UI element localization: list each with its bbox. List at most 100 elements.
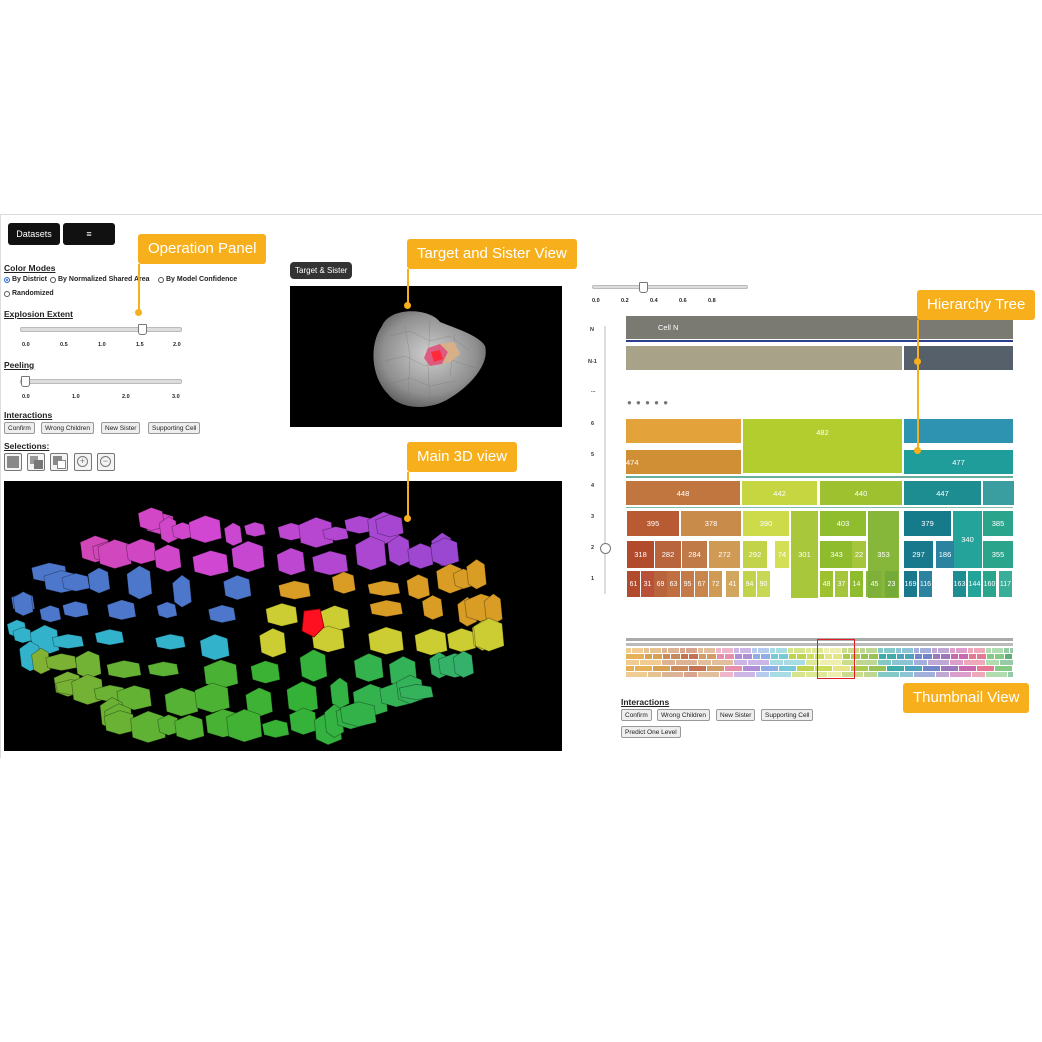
tree-node-379[interactable]: 379 [904,511,951,536]
tree-node-61[interactable]: 61 [627,571,640,597]
tree-node-n-1-right[interactable] [904,346,1013,370]
tree-node-95[interactable]: 95 [681,571,694,597]
tree-node-340[interactable]: 340 [953,511,982,568]
tree-node[interactable] [904,419,1013,443]
tree-node-474[interactable]: 474 [626,450,741,474]
tree-divider [626,476,1013,478]
explosion-slider[interactable] [20,327,182,332]
tree-node-67[interactable]: 67 [695,571,708,597]
tree-node-74[interactable]: 74 [775,541,789,568]
tree-node-cell-n[interactable]: Cell N [626,316,1013,339]
tree-node-72[interactable]: 72 [709,571,722,597]
tree-node-14[interactable]: 14 [850,571,863,597]
callout-thumbnail: Thumbnail View [903,683,1030,713]
tree-node-23[interactable]: 23 [885,571,898,597]
radio-randomized[interactable]: Randomized [4,290,54,297]
tree-node-94[interactable]: 94 [743,571,756,597]
zoom-out-icon[interactable]: − [97,453,115,471]
zoom-in-icon[interactable]: + [74,453,92,471]
peeling-slider-thumb[interactable] [21,376,30,387]
level-slider-thumb[interactable] [600,543,611,554]
tree-node-318[interactable]: 318 [627,541,654,568]
tree-node-144[interactable]: 144 [968,571,981,597]
tree-node-116[interactable]: 116 [919,571,932,597]
select-subtract-icon[interactable] [50,453,68,471]
level-label-1: 1 [591,576,595,582]
tree-node-169[interactable]: 169 [904,571,917,597]
tree-top-slider-thumb[interactable] [639,282,648,293]
tree-node-186[interactable]: 186 [936,541,954,568]
tree-node-440[interactable]: 440 [820,481,902,505]
tree-node-482[interactable]: 482 [743,419,902,473]
tree-node-69[interactable]: 69 [654,571,667,597]
tree-node-160[interactable]: 160 [983,571,996,597]
tick-label: 0.0 [22,394,30,400]
tree-node-385[interactable]: 385 [983,511,1013,536]
tree-node-22[interactable]: 22 [852,541,866,568]
tree-node-282[interactable]: 282 [655,541,681,568]
tree-node-297[interactable]: 297 [904,541,933,568]
tree-node-442[interactable]: 442 [742,481,817,505]
select-box-icon[interactable] [4,453,22,471]
tree-node-31[interactable]: 31 [641,571,654,597]
tree-node-395[interactable]: 395 [627,511,679,536]
tree-node-378[interactable]: 378 [681,511,741,536]
tree-confirm-button[interactable]: Confirm [621,709,652,721]
new-sister-button[interactable]: New Sister [101,422,141,434]
radio-by-model-confidence[interactable]: By Model Confidence [158,276,237,283]
radio-dot[interactable] [158,276,164,283]
tree-node-37[interactable]: 37 [835,571,848,597]
radio-by-district[interactable]: By District [4,276,47,283]
tree-node-90[interactable]: 90 [757,571,770,597]
tree-node-48[interactable]: 48 [820,571,833,597]
tree-node-390[interactable]: 390 [743,511,789,536]
tree-node[interactable] [626,419,741,443]
tree-node-41[interactable]: 41 [726,571,739,597]
confirm-button[interactable]: Confirm [4,422,35,434]
tree-node-163[interactable]: 163 [953,571,966,597]
target-sister-render [373,311,486,407]
select-add-icon[interactable] [27,453,45,471]
radio-dot[interactable] [4,276,10,283]
tree-node-301[interactable]: 301 [791,511,818,598]
tree-node-45[interactable]: 45 [868,571,881,597]
target-sister-tab[interactable]: Target & Sister [290,262,353,279]
tick-label: 2.0 [122,394,130,400]
tree-top-slider[interactable] [592,285,748,289]
main-3d-render [6,507,505,746]
peeling-slider[interactable] [20,379,182,384]
tick-label: 0.4 [650,298,658,304]
tree-node-447[interactable]: 447 [904,481,981,505]
tree-node[interactable] [983,481,1014,505]
tree-node-477[interactable]: 477 [904,450,1013,474]
thumbnail-viewport-box[interactable] [817,639,855,679]
tree-node-292[interactable]: 292 [743,541,767,568]
radio-by-normalized-shared-area[interactable]: By Normalized Shared Area [50,276,150,283]
main-3d-view[interactable] [4,481,562,751]
menu-button[interactable]: ≡ [63,223,115,245]
tree-node-272[interactable]: 272 [709,541,740,568]
tree-node-63[interactable]: 63 [667,571,680,597]
tree-supporting-cell-button[interactable]: Supporting Cell [761,709,814,721]
tree-node-355[interactable]: 355 [983,541,1013,568]
radio-dot[interactable] [50,276,56,283]
callout-leader [138,264,140,312]
tick-label: 0.2 [621,298,629,304]
tree-node-117[interactable]: 117 [999,571,1012,597]
predict-one-level-button[interactable]: Predict One Level [621,726,681,738]
datasets-button[interactable]: Datasets [8,223,60,245]
tree-node-448[interactable]: 448 [626,481,740,505]
level-slider-track[interactable] [604,326,606,594]
tree-node-343[interactable]: 343 [820,541,853,568]
explosion-slider-thumb[interactable] [138,324,147,335]
radio-dot[interactable] [4,290,10,297]
wrong-children-button[interactable]: Wrong Children [41,422,95,434]
target-sister-view[interactable] [290,286,562,427]
tree-node-284[interactable]: 284 [682,541,707,568]
tree-new-sister-button[interactable]: New Sister [716,709,756,721]
tree-node-n-1-left[interactable] [626,346,902,370]
tree-wrong-children-button[interactable]: Wrong Children [657,709,711,721]
tree-node-403[interactable]: 403 [820,511,866,536]
supporting-cell-button[interactable]: Supporting Cell [148,422,201,434]
tick-label: 0.0 [22,342,30,348]
